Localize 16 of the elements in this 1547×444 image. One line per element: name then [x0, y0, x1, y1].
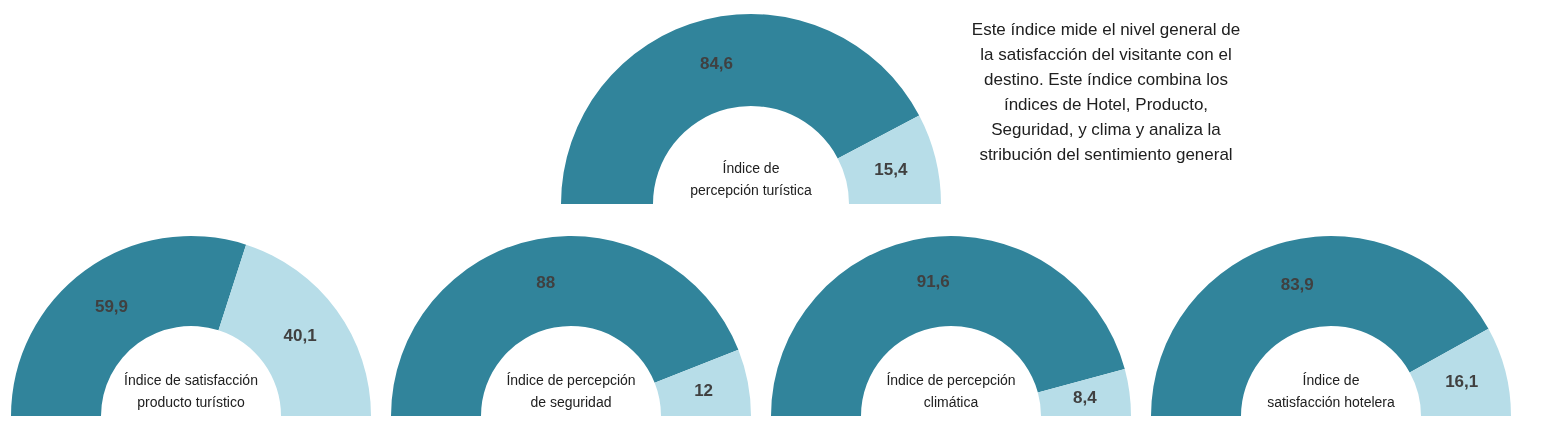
data-label: 40,1	[283, 326, 317, 346]
text: Índice de satisfacción producto turístico	[124, 372, 258, 410]
data-label: 16,1	[1445, 372, 1479, 392]
text: Índice de percepción de seguridad	[506, 372, 636, 410]
data-label: 91,6	[916, 272, 950, 292]
text: Este índice mide el nivel general de la satisfacción del visitante con el destino. Este índice combina los índices de Hotel, Producto, Seguridad, y clima y analiza la stribución del sentimiento general	[971, 20, 1241, 164]
data-label: 88	[536, 273, 556, 293]
text: Índice de percepción turística	[690, 160, 812, 198]
data-label: 59,9	[94, 296, 129, 316]
data-label: 12	[694, 380, 714, 400]
text: Índice de percepción climática	[886, 372, 1016, 410]
data-label: 83,9	[1280, 275, 1314, 295]
data-label: 8,4	[1073, 388, 1098, 408]
data-label: 84,6	[699, 54, 734, 74]
text: Índice de satisfacción hotelera	[1267, 372, 1396, 410]
data-label: 15,4	[874, 159, 908, 179]
